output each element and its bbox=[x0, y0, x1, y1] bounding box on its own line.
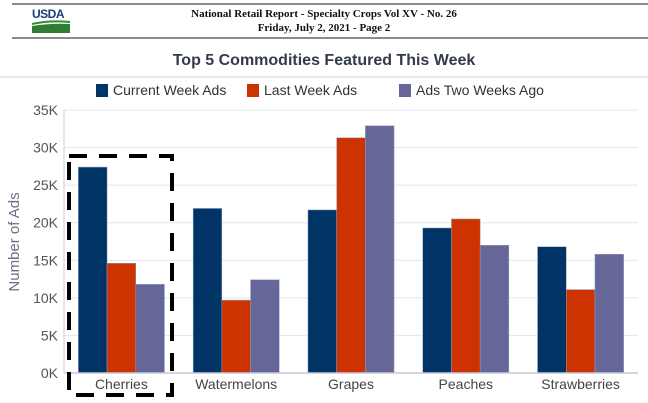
legend-swatch-current bbox=[96, 83, 108, 97]
bar-grapes-two-weeks[interactable] bbox=[365, 125, 395, 374]
chart-title: Top 5 Commodities Featured This Week bbox=[172, 52, 476, 69]
y-tick-label: 25K bbox=[33, 177, 59, 193]
highlight-group bbox=[67, 154, 174, 397]
report-title: National Retail Report - Specialty Crops… bbox=[191, 8, 457, 20]
bar-watermelons-two-weeks[interactable] bbox=[250, 279, 280, 374]
legend-label-two-weeks: Ads Two Weeks Ago bbox=[416, 82, 544, 98]
y-tick-label: 20K bbox=[33, 215, 59, 231]
header-bottom-rule bbox=[12, 37, 648, 39]
y-tick-label: 5K bbox=[41, 327, 59, 343]
title-separator bbox=[0, 76, 648, 78]
legend-swatch-two-weeks bbox=[399, 83, 411, 97]
y-tick-label: 35K bbox=[33, 102, 59, 118]
bar-cherries-last[interactable] bbox=[106, 263, 137, 374]
x-tick-label: Peaches bbox=[439, 376, 493, 392]
y-axis-label: Number of Ads bbox=[6, 192, 23, 291]
highlight-box-cherries bbox=[67, 154, 174, 397]
x-tick-label: Grapes bbox=[328, 376, 374, 392]
x-tick-labels: Cherries Watermelons Grapes Peaches Strawber… bbox=[95, 376, 620, 392]
bars bbox=[78, 125, 624, 374]
report-date: Friday, July 2, 2021 - Page 2 bbox=[257, 22, 391, 34]
bar-watermelons-last[interactable] bbox=[221, 299, 251, 374]
y-tick-label: 30K bbox=[33, 140, 59, 156]
y-tick-labels: 0K 5K 10K 15K 20K 25K 30K 35K bbox=[33, 102, 59, 381]
y-tick-label: 0K bbox=[41, 365, 59, 381]
legend-item-last[interactable]: Last Week Ads bbox=[247, 82, 357, 98]
bar-strawberries-two-weeks[interactable] bbox=[594, 254, 624, 374]
y-tick-label: 15K bbox=[33, 252, 59, 268]
bar-peaches-current[interactable] bbox=[422, 227, 452, 374]
bar-grapes-current[interactable] bbox=[307, 209, 337, 374]
bar-cherries-current[interactable] bbox=[78, 166, 108, 374]
bar-cherries-two-weeks[interactable] bbox=[135, 284, 165, 374]
y-tick-label: 10K bbox=[33, 290, 59, 306]
bar-peaches-last[interactable] bbox=[451, 218, 481, 374]
bar-strawberries-last[interactable] bbox=[566, 289, 596, 374]
legend-item-two-weeks[interactable]: Ads Two Weeks Ago bbox=[399, 82, 544, 98]
legend-item-current[interactable]: Current Week Ads bbox=[96, 82, 226, 98]
bar-grapes-last[interactable] bbox=[336, 137, 366, 374]
x-tick-label: Cherries bbox=[95, 376, 148, 392]
x-tick-label: Strawberries bbox=[541, 376, 620, 392]
bar-strawberries-current[interactable] bbox=[537, 246, 567, 374]
x-tick-label: Watermelons bbox=[195, 376, 277, 392]
header-top-rule bbox=[12, 3, 648, 5]
legend-label-current: Current Week Ads bbox=[113, 82, 227, 98]
bar-watermelons-current[interactable] bbox=[192, 208, 223, 374]
legend-swatch-last bbox=[247, 83, 259, 97]
legend-label-last: Last Week Ads bbox=[264, 82, 358, 98]
svg-text:USDA: USDA bbox=[32, 7, 65, 21]
bar-peaches-two-weeks[interactable] bbox=[479, 245, 510, 374]
usda-logo: USDA bbox=[32, 7, 70, 33]
